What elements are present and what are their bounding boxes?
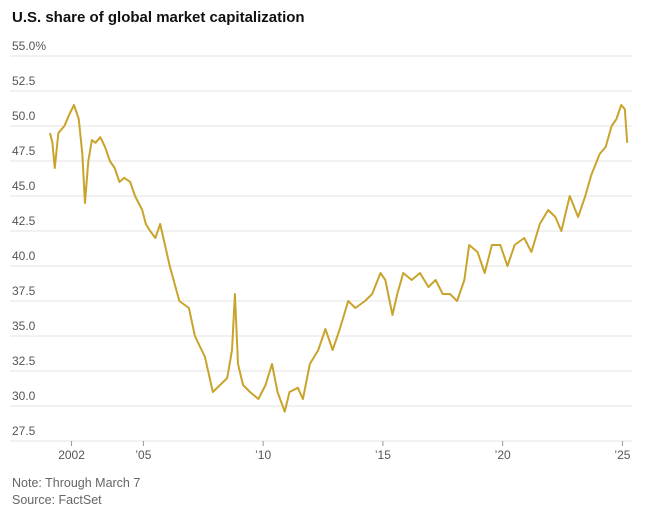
y-tick-label: 40.0 — [12, 249, 36, 263]
y-tick-label: 35.0 — [12, 319, 36, 333]
x-tick-label: ’10 — [255, 448, 271, 462]
y-tick-label: 52.5 — [12, 74, 36, 88]
x-tick-label: ’15 — [375, 448, 391, 462]
chart-title: U.S. share of global market capitalizati… — [12, 9, 305, 26]
y-tick-label: 55.0% — [12, 39, 46, 53]
y-tick-label: 37.5 — [12, 284, 36, 298]
x-tick-label: ’20 — [495, 448, 511, 462]
y-tick-label: 32.5 — [12, 354, 36, 368]
y-tick-label: 27.5 — [12, 424, 36, 438]
x-tick-label: ’05 — [135, 448, 151, 462]
source: Source: FactSet — [12, 493, 102, 507]
y-tick-label: 47.5 — [12, 144, 36, 158]
note: Note: Through March 7 — [12, 476, 140, 490]
data-line — [49, 104, 629, 413]
x-tick-label: ’25 — [614, 448, 630, 462]
y-tick-label: 50.0 — [12, 109, 36, 123]
x-tick-label: 2002 — [58, 448, 85, 462]
y-tick-label: 42.5 — [12, 214, 36, 228]
y-tick-label: 45.0 — [12, 179, 36, 193]
y-tick-label: 30.0 — [12, 389, 36, 403]
